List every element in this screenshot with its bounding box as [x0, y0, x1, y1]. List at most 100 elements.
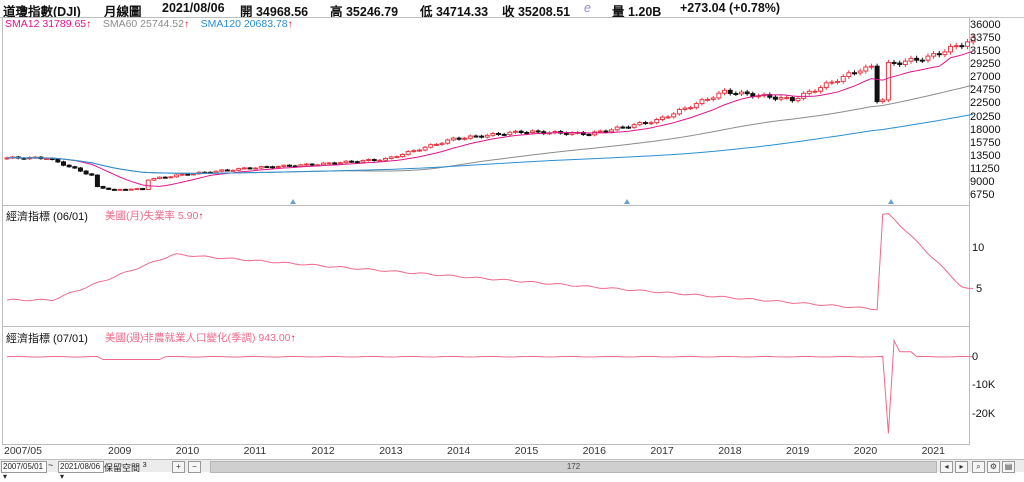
range-bar: 2007/05/01 ▾ ~ 2021/08/06 ▾ 保留空間 3 + − 1…	[0, 459, 1024, 481]
price-tick: 27000	[970, 71, 1001, 84]
candle-body	[360, 160, 366, 163]
price-tick: 6750	[970, 189, 995, 201]
candle-body	[563, 132, 569, 135]
year-label: 2021	[921, 445, 945, 457]
candle-body	[688, 107, 694, 110]
candle-body	[891, 61, 897, 64]
zoom-in-button[interactable]: +	[172, 461, 185, 473]
unemployment-legend: 美國(月)失業率 5.90↑	[105, 210, 204, 222]
price-tick: 20250	[970, 110, 1001, 123]
candle-body	[83, 170, 89, 175]
period-label[interactable]: 月線圖	[104, 5, 142, 19]
candle-body	[281, 164, 287, 167]
candle-body	[123, 188, 129, 191]
candle-body	[908, 57, 914, 62]
nonfarm-panel[interactable]: 經濟指標 (07/01) 美國(週)非農就業人口變化(季調) 943.00↑	[2, 326, 974, 445]
sma12-line	[6, 50, 974, 187]
candle-body	[241, 167, 247, 170]
candle-body	[287, 164, 292, 167]
candle-body	[100, 186, 106, 189]
candle-body	[354, 161, 360, 164]
volume: 量 1.20B	[612, 5, 662, 19]
candle-body	[948, 45, 954, 53]
candle-body	[727, 89, 733, 94]
settings-icon[interactable]: ⚙	[987, 461, 1000, 473]
price-tick: 24750	[970, 84, 1001, 97]
candle-body	[863, 66, 869, 72]
zoom-out-button[interactable]: −	[188, 461, 201, 473]
sma120-legend: SMA120 20683.78↑	[200, 18, 293, 30]
candle-body	[518, 130, 524, 134]
candle-body	[473, 135, 479, 138]
year-label: 2012	[311, 445, 335, 457]
candle-body	[795, 97, 801, 102]
scroll-thumb[interactable]: 172	[211, 462, 936, 472]
candle-body	[185, 173, 191, 176]
year-label: 2017	[650, 445, 674, 457]
candle-body	[676, 108, 682, 115]
price-tick: 29250	[970, 58, 1001, 71]
year-label: 2014	[447, 445, 471, 457]
quote-header: 道瓊指數(DJI) 月線圖 2021/08/06 開 34968.56 高 35…	[0, 0, 1024, 19]
candle-body	[603, 130, 609, 133]
unemployment-chart[interactable]	[3, 206, 974, 327]
candle-body	[642, 122, 648, 125]
candle-body	[897, 62, 903, 65]
scroll-left-icon[interactable]: ◂	[940, 461, 953, 473]
candle-body	[626, 126, 631, 129]
candle-body	[902, 60, 908, 65]
candle-body	[151, 178, 157, 181]
candle-body	[507, 131, 513, 136]
search-icon[interactable]: ⌕	[972, 461, 985, 473]
candle-body	[111, 188, 117, 191]
candle-body	[270, 166, 276, 169]
candle-body	[919, 59, 925, 62]
candle-body	[258, 166, 264, 169]
candle-body	[89, 173, 95, 176]
sma12-legend: SMA12 31789.65↑	[5, 18, 92, 30]
candle-body	[654, 119, 660, 124]
candle-body	[682, 107, 688, 110]
candle-body	[388, 156, 394, 159]
candle-body	[772, 96, 778, 100]
candle-body	[852, 72, 857, 75]
candle-body	[490, 132, 496, 136]
year-label: 2019	[786, 445, 810, 457]
price-tick: 11250	[970, 162, 1000, 175]
scroll-right-icon[interactable]: ▸	[955, 461, 968, 473]
candlestick-chart[interactable]	[3, 18, 976, 206]
time-axis: 2007/05 2009 2010 2011 2012 2013 2014 2015 2016 2…	[0, 445, 1024, 458]
year-label: 2013	[379, 445, 403, 457]
candle-body	[145, 179, 151, 190]
candle-body	[801, 92, 807, 99]
candle-body	[524, 132, 530, 135]
nonfarm-chart[interactable]	[3, 327, 974, 444]
sma60-line	[6, 84, 974, 174]
indicator-title: 經濟指標 (06/01)	[6, 211, 88, 223]
candle-body	[914, 57, 920, 61]
price-tick: 36000	[970, 19, 1001, 31]
indicator-title: 經濟指標 (07/01)	[6, 333, 88, 345]
price-panel[interactable]: SMA12 31789.65↑ SMA60 25744.52↑ SMA120 2…	[2, 17, 976, 207]
high-price: 高 35246.79	[330, 5, 399, 19]
candle-body	[970, 36, 976, 43]
start-date-select[interactable]: 2007/05/01 ▾	[1, 461, 47, 481]
candle-body	[106, 187, 112, 190]
candle-body	[366, 159, 372, 162]
chart-type-icon[interactable]: ▤	[1002, 461, 1015, 473]
range-tilde: ~	[48, 460, 54, 470]
end-date-select[interactable]: 2021/08/06 ▾	[58, 461, 104, 481]
candle-body	[631, 124, 637, 128]
chart-scrollbar[interactable]: 172	[210, 461, 937, 473]
price-change: +273.04 (+0.78%)	[680, 1, 781, 15]
candle-body	[411, 150, 417, 153]
candle-body	[298, 164, 304, 167]
candle-body	[349, 160, 355, 163]
candle-body	[784, 97, 790, 100]
price-tick: 22500	[970, 97, 1001, 110]
candle-body	[400, 153, 405, 158]
p3-tick: -10K	[972, 379, 996, 391]
unemployment-panel[interactable]: 經濟指標 (06/01) 美國(月)失業率 5.90↑	[2, 205, 974, 328]
candle-body	[394, 156, 400, 159]
candle-body	[868, 65, 874, 68]
